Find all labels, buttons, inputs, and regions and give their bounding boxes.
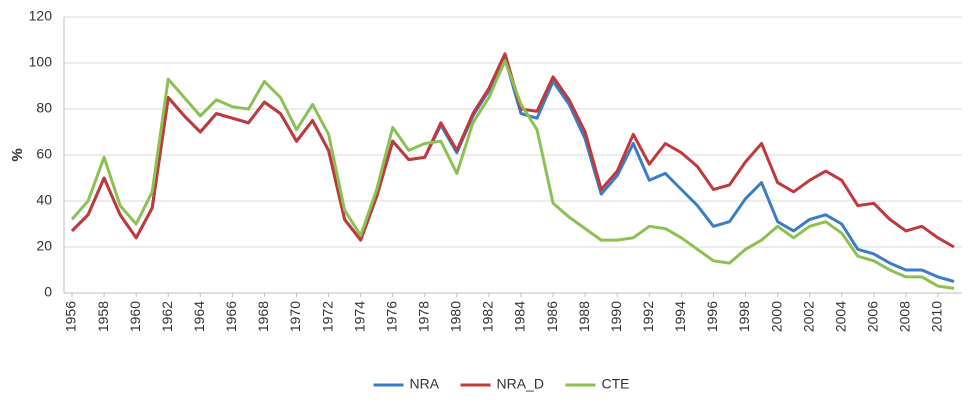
x-tick-label: 1994 [672, 301, 688, 332]
series-line [70, 56, 955, 283]
x-tick-label: 1992 [640, 301, 656, 332]
x-tick-label: 2010 [929, 301, 945, 332]
x-tick-label: 1974 [351, 301, 367, 332]
x-tick-label: 1956 [63, 301, 79, 332]
x-tick-label: 1962 [159, 301, 175, 332]
x-tick-label: 1984 [512, 301, 528, 332]
y-tick-label: 120 [29, 8, 53, 24]
legend-label: NRA [410, 376, 440, 392]
y-axis-label: % [9, 148, 26, 161]
y-tick-label: 100 [29, 54, 53, 70]
x-tick-label: 1970 [287, 301, 303, 332]
x-tick-label: 1960 [127, 301, 143, 332]
x-tick-label: 2000 [768, 301, 784, 332]
x-tick-label: 2004 [832, 301, 848, 332]
x-tick-label: 1978 [416, 301, 432, 332]
x-tick-label: 1968 [255, 301, 271, 332]
y-tick-label: 80 [36, 100, 52, 116]
x-tick-label: 1986 [544, 301, 560, 332]
series-line [70, 59, 955, 290]
x-tick-label: 1966 [223, 301, 239, 332]
x-tick-label: 1996 [704, 301, 720, 332]
x-tick-label: 2002 [800, 301, 816, 332]
legend-label: CTE [602, 376, 630, 392]
x-tick-label: 1988 [576, 301, 592, 332]
y-tick-label: 0 [44, 284, 52, 300]
x-tick-label: 1972 [319, 301, 335, 332]
legend-label: NRA_D [497, 376, 544, 392]
x-tick-label: 1964 [191, 301, 207, 332]
x-tick-label: 1982 [480, 301, 496, 332]
x-tick-label: 2006 [865, 301, 881, 332]
x-tick-label: 1998 [736, 301, 752, 332]
x-tick-label: 1990 [608, 301, 624, 332]
x-tick-label: 1958 [95, 301, 111, 332]
x-tick-label: 2008 [897, 301, 913, 332]
y-tick-label: 20 [36, 238, 52, 254]
y-tick-label: 40 [36, 192, 52, 208]
x-tick-label: 1980 [448, 301, 464, 332]
x-tick-label: 1976 [383, 301, 399, 332]
y-tick-label: 60 [36, 146, 52, 162]
